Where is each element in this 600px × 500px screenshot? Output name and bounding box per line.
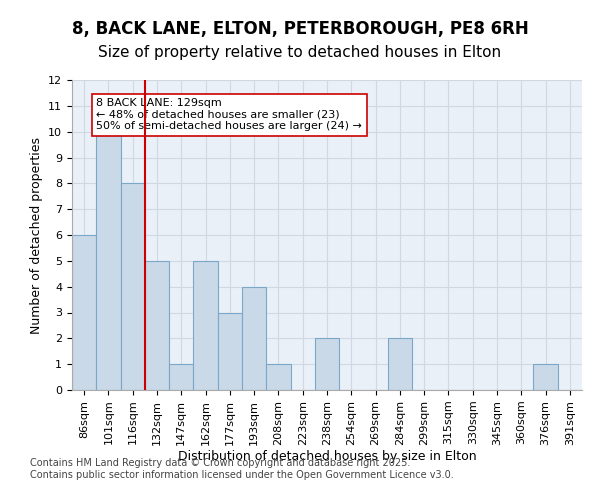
Bar xyxy=(218,312,242,390)
Bar xyxy=(388,338,412,390)
Bar xyxy=(533,364,558,390)
Bar xyxy=(145,261,169,390)
Bar xyxy=(96,132,121,390)
Text: 8, BACK LANE, ELTON, PETERBOROUGH, PE8 6RH: 8, BACK LANE, ELTON, PETERBOROUGH, PE8 6… xyxy=(71,20,529,38)
Text: Size of property relative to detached houses in Elton: Size of property relative to detached ho… xyxy=(98,45,502,60)
Bar xyxy=(315,338,339,390)
Text: 8 BACK LANE: 129sqm
← 48% of detached houses are smaller (23)
50% of semi-detach: 8 BACK LANE: 129sqm ← 48% of detached ho… xyxy=(96,98,362,132)
Bar xyxy=(72,235,96,390)
Bar xyxy=(169,364,193,390)
Bar xyxy=(121,184,145,390)
Y-axis label: Number of detached properties: Number of detached properties xyxy=(29,136,43,334)
Bar xyxy=(242,286,266,390)
X-axis label: Distribution of detached houses by size in Elton: Distribution of detached houses by size … xyxy=(178,450,476,464)
Text: Contains HM Land Registry data © Crown copyright and database right 2025.
Contai: Contains HM Land Registry data © Crown c… xyxy=(30,458,454,480)
Bar xyxy=(193,261,218,390)
Bar xyxy=(266,364,290,390)
